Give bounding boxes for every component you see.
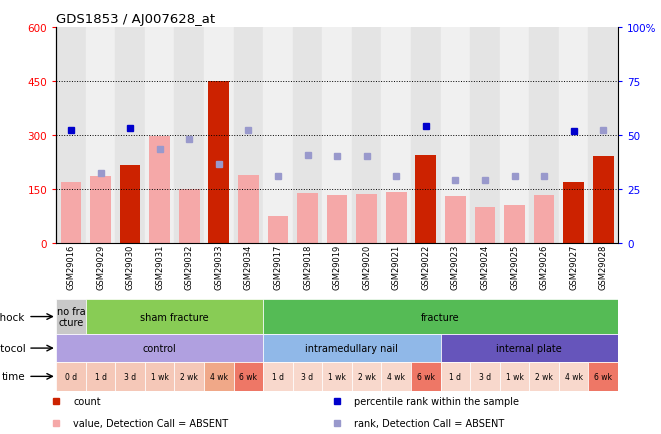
Bar	[352, 362, 381, 391]
Text: 1 wk: 1 wk	[151, 372, 169, 381]
Bar	[90, 177, 111, 243]
Text: value, Detection Call = ABSENT: value, Detection Call = ABSENT	[73, 418, 228, 427]
Bar	[529, 28, 559, 243]
Bar	[56, 362, 86, 391]
Bar	[563, 183, 584, 243]
Bar	[386, 192, 407, 243]
Bar	[179, 190, 200, 243]
Text: 1 d: 1 d	[449, 372, 461, 381]
Text: 2 wk: 2 wk	[535, 372, 553, 381]
Bar	[263, 334, 441, 362]
Bar	[445, 197, 466, 243]
Bar	[352, 28, 381, 243]
Bar	[327, 196, 348, 243]
Bar	[441, 28, 470, 243]
Bar	[233, 362, 263, 391]
Bar	[529, 362, 559, 391]
Text: 4 wk: 4 wk	[210, 372, 228, 381]
Bar	[56, 28, 86, 243]
Text: 4 wk: 4 wk	[564, 372, 583, 381]
Text: internal plate: internal plate	[496, 343, 563, 353]
Bar	[381, 362, 411, 391]
Text: shock: shock	[0, 312, 25, 322]
Bar	[115, 28, 145, 243]
Text: control: control	[143, 343, 176, 353]
Text: GDS1853 / AJ007628_at: GDS1853 / AJ007628_at	[56, 13, 215, 26]
Text: 6 wk: 6 wk	[239, 372, 257, 381]
Bar	[470, 28, 500, 243]
Text: rank, Detection Call = ABSENT: rank, Detection Call = ABSENT	[354, 418, 504, 427]
Bar	[204, 362, 233, 391]
Bar	[233, 28, 263, 243]
Text: 4 wk: 4 wk	[387, 372, 405, 381]
Bar	[86, 28, 115, 243]
Bar	[56, 334, 263, 362]
Text: 1 wk: 1 wk	[506, 372, 524, 381]
Text: 6 wk: 6 wk	[594, 372, 612, 381]
Bar	[175, 28, 204, 243]
Bar	[145, 362, 175, 391]
Bar	[593, 157, 613, 243]
Bar	[293, 28, 323, 243]
Bar	[441, 362, 470, 391]
Bar	[559, 28, 588, 243]
Text: no fra
cture: no fra cture	[57, 306, 85, 328]
Bar	[416, 155, 436, 243]
Bar	[115, 362, 145, 391]
Bar	[149, 136, 170, 243]
Bar	[120, 166, 141, 243]
Text: 3 d: 3 d	[301, 372, 313, 381]
Bar	[411, 28, 441, 243]
Text: 1 d: 1 d	[95, 372, 106, 381]
Bar	[56, 299, 86, 334]
Text: 6 wk: 6 wk	[417, 372, 435, 381]
Text: 3 d: 3 d	[479, 372, 491, 381]
Bar	[86, 299, 263, 334]
Bar	[588, 28, 618, 243]
Bar	[293, 362, 323, 391]
Bar	[470, 362, 500, 391]
Bar	[500, 28, 529, 243]
Bar	[441, 334, 618, 362]
Bar	[411, 362, 441, 391]
Text: time: time	[2, 372, 25, 381]
Bar	[145, 28, 175, 243]
Bar	[263, 299, 618, 334]
Text: sham fracture: sham fracture	[140, 312, 209, 322]
Bar	[500, 362, 529, 391]
Bar	[356, 194, 377, 243]
Text: 1 d: 1 d	[272, 372, 284, 381]
Bar	[323, 362, 352, 391]
Bar	[588, 362, 618, 391]
Bar	[268, 216, 288, 243]
Bar	[381, 28, 411, 243]
Text: count: count	[73, 397, 100, 407]
Bar	[297, 194, 318, 243]
Bar	[504, 205, 525, 243]
Bar	[323, 28, 352, 243]
Bar	[238, 176, 258, 243]
Bar	[204, 28, 233, 243]
Bar	[208, 82, 229, 243]
Text: 2 wk: 2 wk	[358, 372, 375, 381]
Bar	[61, 182, 81, 243]
Bar	[175, 362, 204, 391]
Text: 1 wk: 1 wk	[328, 372, 346, 381]
Bar	[559, 362, 588, 391]
Bar	[86, 362, 115, 391]
Bar	[263, 362, 293, 391]
Bar	[475, 207, 495, 243]
Text: 2 wk: 2 wk	[180, 372, 198, 381]
Text: 3 d: 3 d	[124, 372, 136, 381]
Bar	[534, 195, 555, 243]
Text: 0 d: 0 d	[65, 372, 77, 381]
Text: percentile rank within the sample: percentile rank within the sample	[354, 397, 519, 407]
Text: protocol: protocol	[0, 343, 25, 353]
Text: intramedullary nail: intramedullary nail	[305, 343, 399, 353]
Text: fracture: fracture	[421, 312, 460, 322]
Bar	[263, 28, 293, 243]
